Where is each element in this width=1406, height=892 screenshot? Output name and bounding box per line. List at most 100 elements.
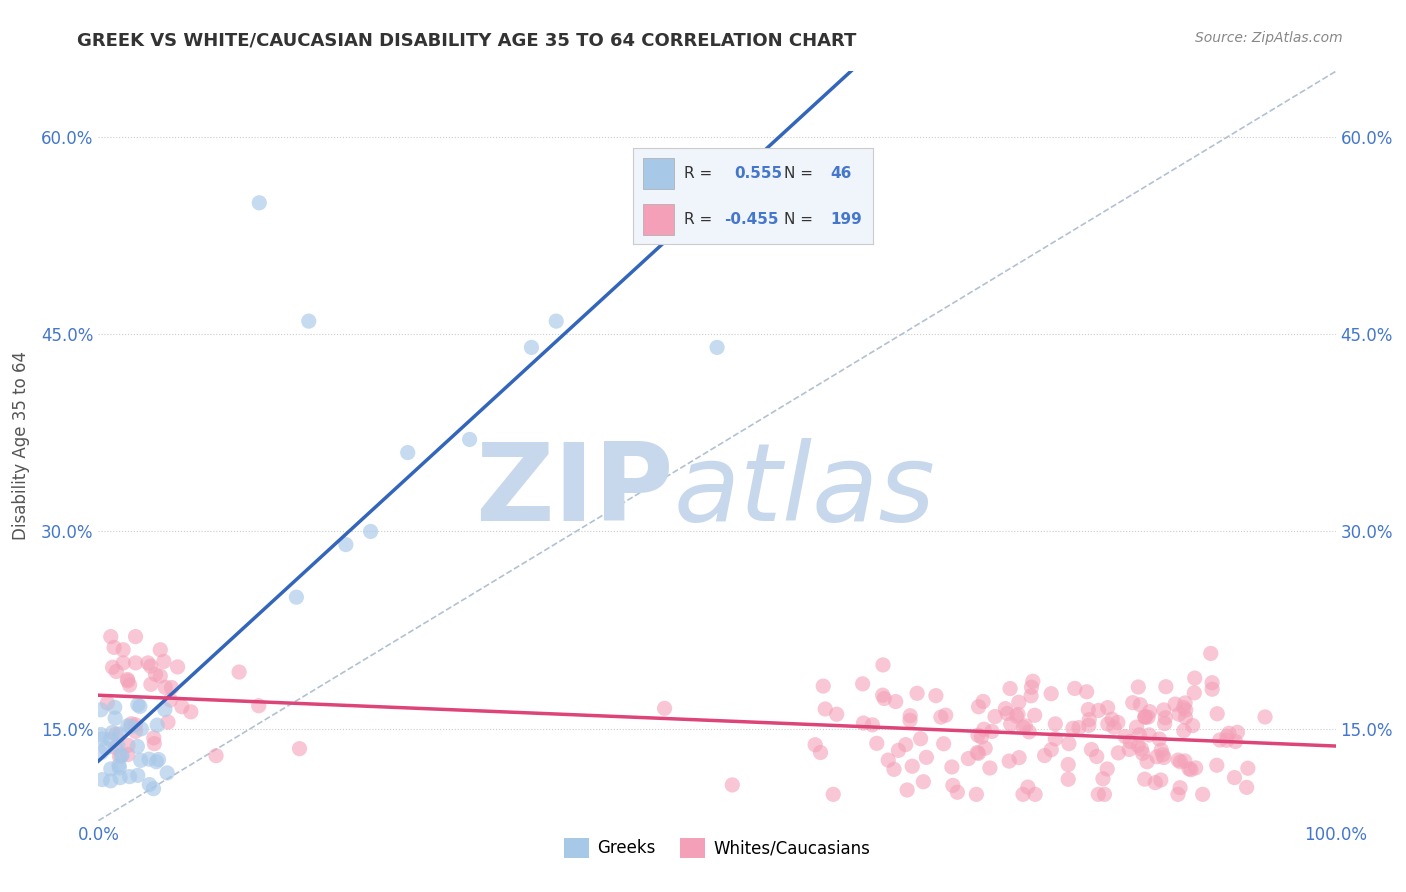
Point — [160, 681, 183, 695]
Bar — [643, 204, 673, 235]
Point — [877, 753, 900, 767]
Point — [929, 710, 952, 724]
Point — [912, 774, 935, 789]
Point — [145, 667, 167, 681]
Point — [1164, 697, 1187, 711]
Point — [998, 681, 1021, 696]
Point — [1077, 718, 1099, 732]
Point — [1184, 671, 1206, 685]
Text: N =: N = — [785, 212, 818, 227]
Point — [104, 711, 127, 725]
Text: R =: R = — [683, 212, 717, 227]
Point — [1205, 758, 1227, 772]
Point — [1087, 788, 1109, 802]
Point — [1184, 761, 1206, 775]
Point — [153, 654, 176, 668]
Point — [107, 738, 129, 752]
Point — [974, 741, 997, 756]
Point — [998, 754, 1021, 768]
Point — [124, 718, 146, 732]
Point — [1132, 747, 1154, 761]
Point — [108, 761, 131, 775]
Point — [1022, 674, 1045, 689]
Point — [946, 785, 969, 799]
Point — [1168, 707, 1191, 722]
Point — [146, 718, 169, 732]
Point — [90, 746, 112, 760]
Point — [153, 702, 176, 716]
Point — [804, 738, 827, 752]
Point — [979, 761, 1001, 775]
Point — [965, 788, 987, 802]
Point — [1146, 749, 1168, 764]
Point — [941, 760, 963, 774]
Point — [873, 691, 896, 706]
Point — [1057, 757, 1080, 772]
Point — [1153, 750, 1175, 764]
Point — [96, 696, 118, 710]
Text: R =: R = — [683, 166, 717, 181]
Point — [1014, 719, 1036, 733]
Point — [957, 751, 980, 765]
Point — [1091, 772, 1114, 786]
Text: 46: 46 — [830, 166, 852, 181]
Point — [117, 739, 139, 753]
Point — [872, 688, 894, 702]
Point — [110, 748, 132, 763]
Y-axis label: Disability Age 35 to 64: Disability Age 35 to 64 — [11, 351, 30, 541]
Point — [360, 524, 382, 539]
Point — [1237, 761, 1260, 775]
Point — [1216, 729, 1239, 743]
Point — [1017, 780, 1039, 794]
Point — [1174, 703, 1197, 717]
Text: GREEK VS WHITE/CAUCASIAN DISABILITY AGE 35 TO 64 CORRELATION CHART: GREEK VS WHITE/CAUCASIAN DISABILITY AGE … — [77, 31, 856, 49]
Point — [1087, 703, 1109, 717]
Point — [1135, 710, 1157, 724]
Point — [1040, 687, 1063, 701]
Point — [131, 722, 153, 736]
Point — [129, 699, 152, 714]
Point — [127, 698, 149, 712]
Point — [1118, 742, 1140, 756]
Point — [1005, 709, 1028, 723]
Point — [458, 433, 481, 447]
Point — [813, 679, 835, 693]
Point — [156, 715, 179, 730]
Point — [247, 195, 270, 210]
Point — [1223, 771, 1246, 785]
Point — [1008, 695, 1031, 709]
Point — [994, 701, 1017, 715]
Point — [1057, 772, 1080, 787]
Point — [1101, 712, 1123, 726]
Point — [298, 314, 321, 328]
Point — [118, 678, 141, 692]
Point — [104, 700, 127, 714]
Point — [105, 665, 128, 679]
Point — [1021, 680, 1043, 694]
Text: N =: N = — [785, 166, 818, 181]
Bar — [643, 158, 673, 188]
Point — [1174, 710, 1197, 724]
Point — [866, 736, 889, 750]
Point — [814, 702, 837, 716]
Point — [91, 731, 114, 746]
Point — [1128, 728, 1150, 742]
Point — [1152, 747, 1174, 762]
Point — [112, 642, 135, 657]
Point — [118, 770, 141, 784]
Point — [1012, 788, 1035, 802]
Point — [1154, 711, 1177, 725]
Point — [138, 752, 160, 766]
Point — [970, 730, 993, 744]
Point — [117, 747, 139, 762]
Point — [1095, 762, 1118, 776]
Point — [91, 772, 114, 787]
Point — [156, 766, 179, 780]
Point — [1218, 726, 1240, 740]
Point — [721, 778, 744, 792]
Point — [1077, 702, 1099, 716]
Point — [139, 677, 162, 691]
Point — [967, 728, 990, 742]
Point — [967, 747, 990, 761]
Point — [852, 677, 875, 691]
